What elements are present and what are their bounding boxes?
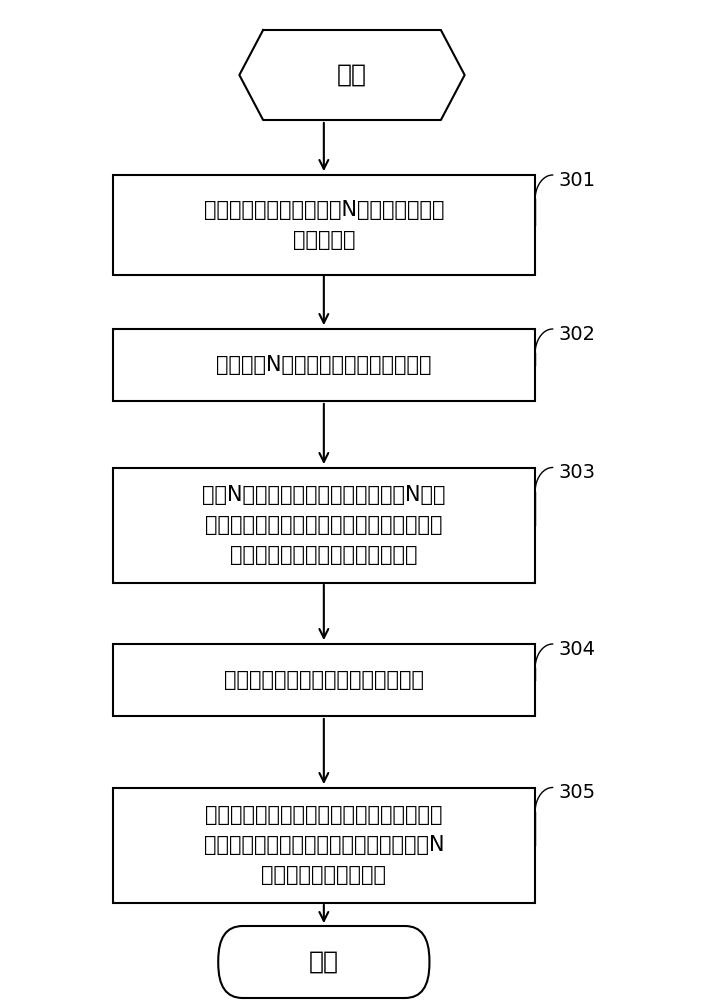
Text: 304: 304	[558, 640, 596, 659]
Text: 根据串音调整参数确定第一交流电压: 根据串音调整参数确定第一交流电压	[224, 670, 424, 690]
FancyBboxPatch shape	[113, 175, 535, 275]
FancyBboxPatch shape	[113, 468, 535, 582]
Text: 302: 302	[558, 325, 596, 344]
Text: 分别获取N个声道模块输出的交流电压: 分别获取N个声道模块输出的交流电压	[216, 355, 432, 375]
Text: 开始: 开始	[337, 63, 367, 87]
FancyBboxPatch shape	[113, 644, 535, 716]
FancyBboxPatch shape	[113, 329, 535, 401]
FancyBboxPatch shape	[218, 926, 429, 998]
Text: 305: 305	[558, 784, 596, 802]
Text: 控制功率放大器向公共阻抗输出第一交流电
压，降低公共连接点的交流电压，以降低N
个声道模块之间的串音: 控制功率放大器向公共阻抗输出第一交流电 压，降低公共连接点的交流电压，以降低N …	[203, 805, 444, 885]
Text: 获取公共电阻的阻抗值和N个声道模块的负
载的阻抗值: 获取公共电阻的阻抗值和N个声道模块的负 载的阻抗值	[203, 200, 444, 250]
Text: 根据N个声道模块输出的交流电压、N个声
道模块的负载的阻抗值及公共电阻的阻抗值
，计算功率放大器的串音调整参数: 根据N个声道模块输出的交流电压、N个声 道模块的负载的阻抗值及公共电阻的阻抗值 …	[202, 485, 446, 565]
Text: 301: 301	[558, 171, 596, 190]
Text: 303: 303	[558, 464, 596, 483]
Text: 结束: 结束	[309, 950, 339, 974]
Polygon shape	[239, 30, 465, 120]
FancyBboxPatch shape	[113, 788, 535, 902]
